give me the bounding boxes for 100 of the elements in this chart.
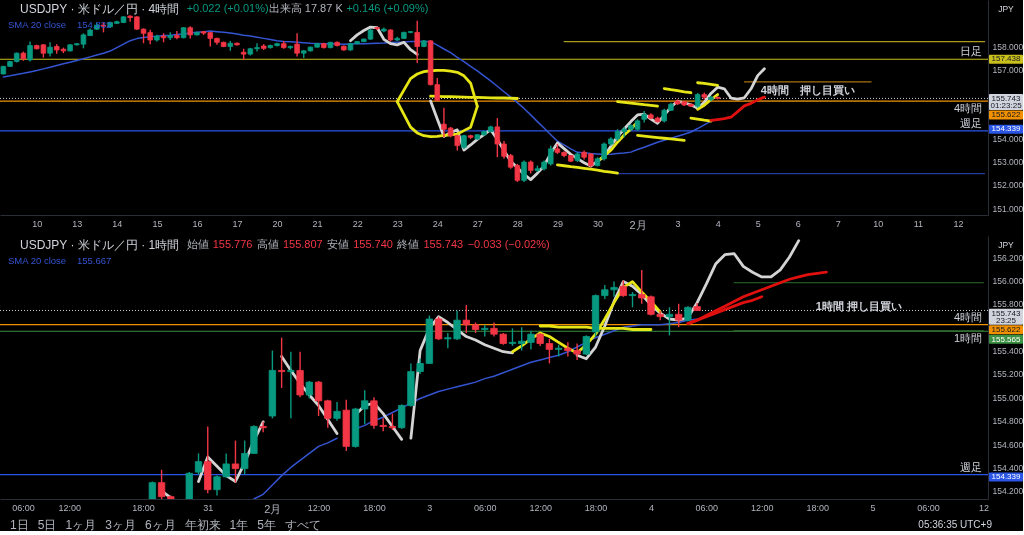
text: 155.622 [991, 110, 1022, 120]
x-tick-label: 13 [72, 218, 83, 229]
x-tick-label: 5 [870, 502, 876, 513]
annotation: 4時間 押し目買い [760, 84, 855, 97]
x-tick-label: 22 [352, 218, 363, 229]
text: SMA 20 close [8, 19, 67, 30]
y-tick-label: 154.800 [992, 416, 1024, 427]
text: 23:25 [995, 316, 1017, 326]
x-tick-label: 2月 [264, 502, 282, 515]
text: 155.743 [991, 93, 1022, 103]
text: JPY [998, 4, 1015, 14]
y-tick-label: 158.000 [992, 41, 1024, 52]
x-tick-label: 21 [312, 218, 323, 229]
y-tick-label: 154.600 [992, 439, 1024, 450]
x-tick-label: 12:00 [307, 502, 331, 513]
annotation: 155.740 [353, 238, 393, 250]
x-tick-label: 06:00 [917, 502, 940, 513]
x-tick-label: 24 [432, 218, 443, 229]
y-tick-label: 152.000 [992, 180, 1024, 191]
x-tick-label: 28 [512, 218, 523, 229]
chart-title: USDJPY · 米ドル／円 · 1時間 [20, 238, 180, 252]
x-tick-label: 29 [552, 218, 563, 229]
x-tick-label: 06:00 [12, 502, 35, 513]
text: 3ヶ月 [105, 518, 136, 532]
text: SMA 20 close [8, 255, 67, 266]
x-tick-label: 17 [232, 218, 243, 229]
x-tick-label: 30 [592, 218, 603, 229]
text: 1年 [229, 518, 249, 532]
ref-line-label: 週足 [960, 116, 982, 129]
x-tick-label: 2月 [629, 218, 647, 231]
text: 155.743 [991, 308, 1022, 318]
ref-line-label: 4時間 [953, 310, 982, 323]
x-tick-label: 18:00 [806, 502, 829, 513]
x-tick-label: 6 [795, 218, 801, 229]
x-tick-label: 15 [152, 218, 163, 229]
y-tick-label: 151.000 [992, 203, 1024, 214]
annotation: 1時間 押し目買い [815, 299, 902, 312]
text: 157.438 [991, 54, 1022, 64]
x-tick-label: 10 [32, 218, 43, 229]
annotation: 155.743 [423, 238, 464, 250]
annotation: 終値 [396, 238, 420, 250]
y-tick-label: 155.400 [992, 346, 1024, 357]
annotation: +0.022 (+0.01%) [186, 2, 269, 14]
x-tick-label: 7 [835, 218, 841, 229]
x-tick-label: 20 [272, 218, 283, 229]
annotation: 安値 [327, 238, 350, 250]
ref-line-label: 1時間 [953, 332, 982, 345]
x-tick-label: 06:00 [474, 502, 497, 513]
text: 5日 [37, 518, 57, 532]
text: 155.565 [991, 334, 1022, 344]
x-tick-label: 27 [472, 218, 483, 229]
y-tick-label: 154.200 [992, 486, 1024, 497]
annotation: 155.667 [76, 255, 112, 266]
x-tick-label: 4 [715, 218, 721, 229]
x-tick-label: 18:00 [584, 502, 608, 513]
y-tick-label: 155.800 [992, 299, 1024, 310]
x-tick-label: 5 [755, 218, 761, 229]
text: 154.339 [991, 124, 1022, 134]
x-tick-label: 3 [427, 502, 433, 513]
y-tick-label: 154.000 [992, 134, 1024, 145]
text: 1ヶ月 [65, 518, 97, 532]
x-tick-label: 23 [392, 218, 403, 229]
annotation: 155.776 [212, 238, 253, 250]
x-tick-label: 12 [978, 502, 989, 513]
y-tick-label: 153.000 [992, 157, 1024, 168]
text: 155.622 [991, 325, 1022, 335]
text: 05:36:35 UTC+9 [918, 519, 993, 530]
x-tick-label: 12:00 [529, 502, 552, 513]
x-tick-label: 10 [873, 218, 884, 229]
x-tick-label: 12:00 [58, 502, 82, 513]
text: 年初来 [184, 518, 221, 532]
y-tick-label: 157.000 [992, 64, 1024, 75]
text: JPY [998, 240, 1015, 250]
text: 154.339 [991, 472, 1022, 482]
y-tick-label: 155.200 [992, 369, 1024, 380]
x-tick-label: 31 [203, 502, 214, 513]
x-tick-label: 18:00 [363, 502, 386, 513]
ref-line-label: 週足 [960, 460, 982, 473]
y-tick-label: 156.200 [992, 252, 1024, 263]
annotation: 始値 [186, 238, 209, 250]
text: 1日 [10, 518, 29, 532]
annotation: 高値 [256, 238, 279, 250]
annotation: 155.807 [282, 238, 323, 250]
y-tick-label: 155.000 [992, 392, 1024, 403]
text: 5年 [257, 518, 277, 532]
ref-line-label: 日足 [960, 45, 982, 58]
text: 6ヶ月 [144, 518, 176, 532]
text: 01:23:25 [990, 101, 1023, 111]
x-tick-label: 14 [112, 218, 123, 229]
y-tick-label: 156.000 [992, 275, 1024, 286]
annotation: +0.146 (+0.09%) [346, 2, 429, 14]
y-tick-label: 154.400 [992, 462, 1024, 473]
x-tick-label: 12:00 [751, 502, 774, 513]
x-tick-label: 18:00 [132, 502, 155, 513]
text: すべて [285, 518, 322, 532]
x-tick-label: 16 [192, 218, 203, 229]
x-tick-label: 06:00 [695, 502, 719, 513]
x-tick-label: 3 [675, 218, 681, 229]
x-tick-label: 4 [648, 502, 654, 513]
annotation: −0.033 (−0.02%) [467, 238, 550, 250]
